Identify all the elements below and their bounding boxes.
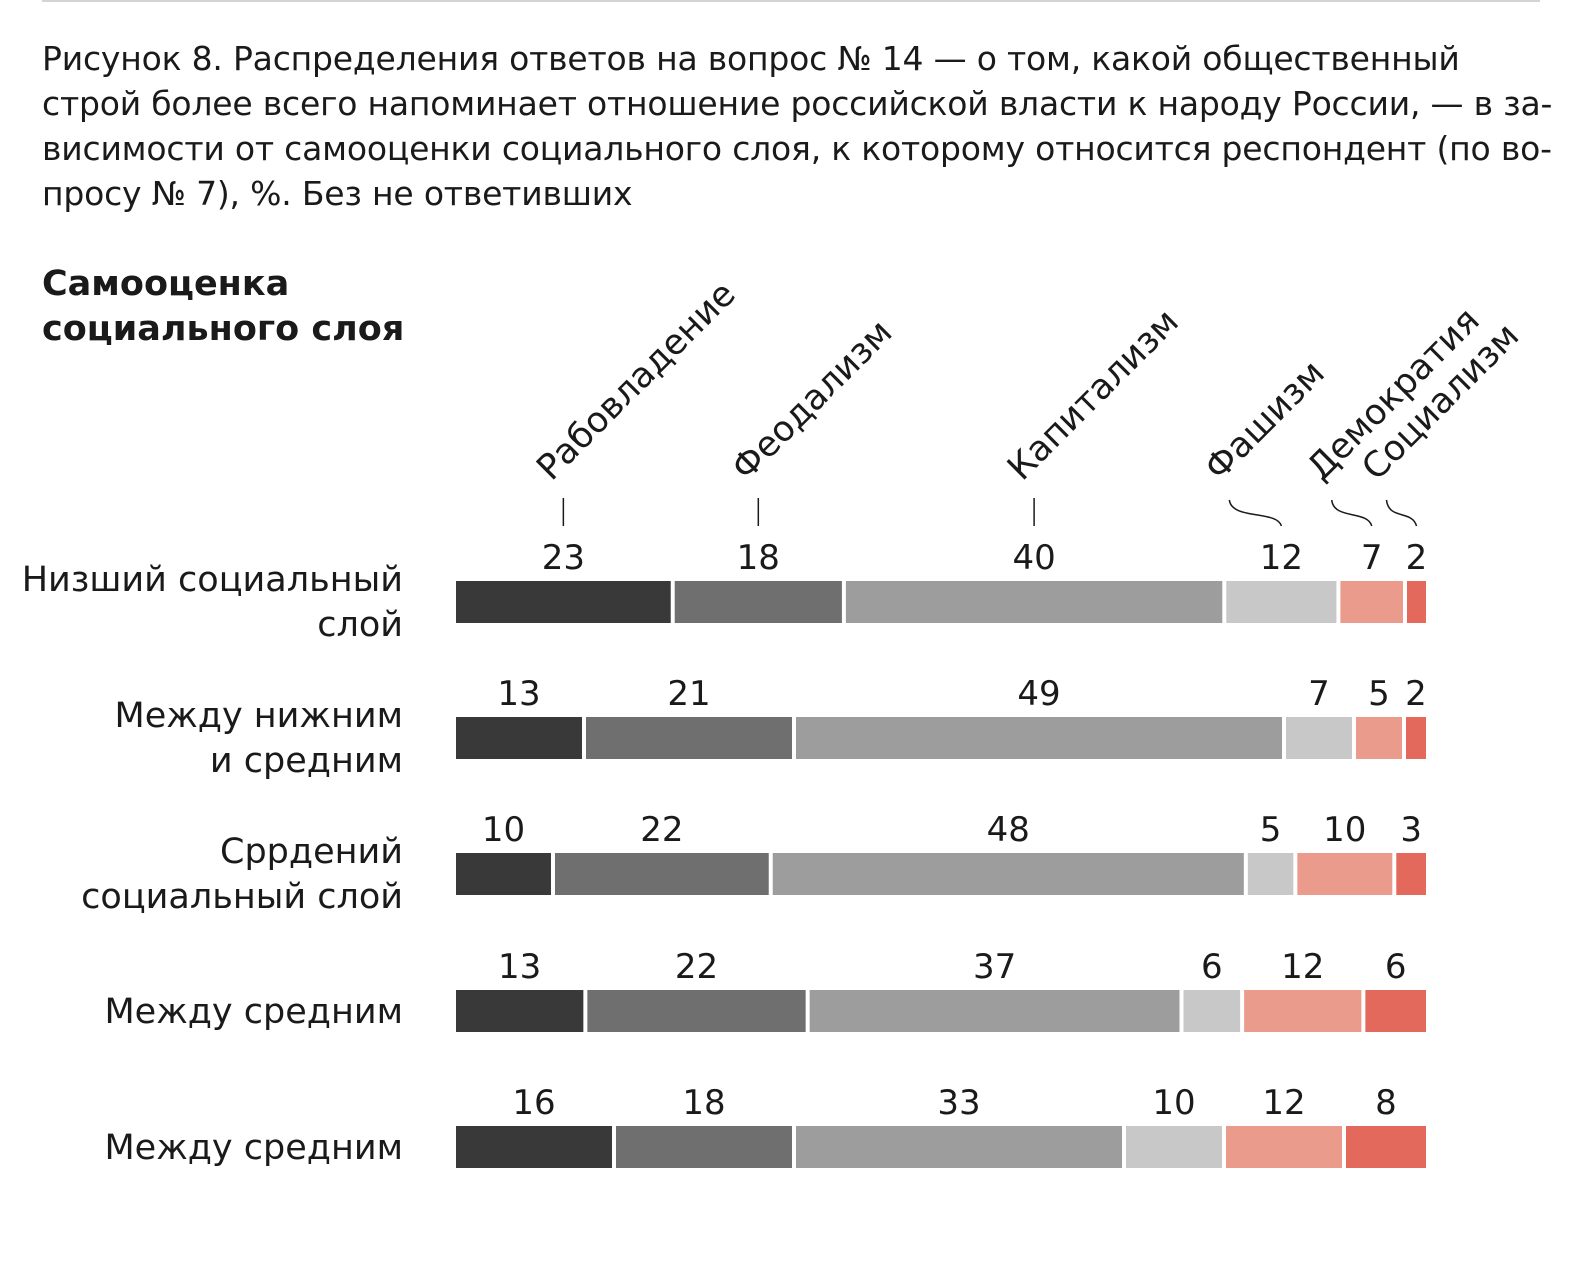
bar-segment [1346, 1126, 1426, 1168]
data-label: 37 [973, 947, 1016, 987]
bar-segment [456, 717, 582, 759]
bar-segment [586, 717, 792, 759]
bar-segment [809, 990, 1180, 1032]
data-label: 18 [682, 1083, 725, 1123]
row-category-label-line: Между средним [104, 1128, 403, 1168]
bar-segment [616, 1126, 792, 1168]
data-label: 10 [1323, 810, 1366, 850]
bar-segment [456, 581, 671, 623]
data-label: 10 [1152, 1083, 1195, 1123]
row-axis-title-line: Самооценка [42, 264, 290, 304]
data-label: 3 [1400, 810, 1422, 850]
row-category-label-line: социальный слой [81, 877, 403, 917]
data-label: 13 [497, 674, 540, 714]
data-label: 5 [1260, 810, 1282, 850]
bar-segment [1365, 990, 1426, 1032]
bar-segment [1396, 853, 1426, 895]
data-label: 2 [1406, 538, 1428, 578]
caption-line: висимости от самооценки социального слоя… [42, 129, 1552, 168]
bar-segment [456, 1126, 612, 1168]
bar-segment [1247, 853, 1294, 895]
data-label: 21 [667, 674, 710, 714]
data-label: 7 [1308, 674, 1330, 714]
data-label: 6 [1385, 947, 1407, 987]
data-label: 48 [987, 810, 1030, 850]
figure-caption: Рисунок 8. Распределения ответов на вопр… [42, 36, 1553, 216]
data-label: 12 [1262, 1083, 1305, 1123]
row-axis-title: Самооценка социального слоя [42, 262, 404, 352]
bar-segment [1406, 581, 1426, 623]
row-category-label-line: Между средним [104, 992, 403, 1032]
bar-segment [796, 717, 1282, 759]
bar-segment [456, 990, 584, 1032]
series-legend-label: Феодализм [724, 312, 900, 488]
data-label: 13 [498, 947, 541, 987]
data-label: 7 [1361, 538, 1383, 578]
row-category-label-line: Между нижним [115, 696, 404, 736]
bar-segment [1286, 717, 1352, 759]
bar-segment [1226, 581, 1337, 623]
legend-leader-line [1228, 499, 1283, 527]
data-label: 6 [1201, 947, 1223, 987]
bar-segment [587, 990, 806, 1032]
data-label: 22 [640, 810, 683, 850]
row-category-label-line: слой [317, 605, 403, 645]
row-category-label: Между средним [104, 1128, 403, 1168]
bar-segment [1406, 717, 1426, 759]
series-legend-label: Капитализм [1000, 302, 1187, 489]
data-label: 40 [1012, 538, 1055, 578]
data-label: 16 [512, 1083, 555, 1123]
bar-segment [674, 581, 842, 623]
data-label: 5 [1368, 674, 1390, 714]
bar-segment [1183, 990, 1241, 1032]
row-category-label: Сррдений социальный слой [81, 832, 403, 917]
legend-leader-line [1330, 499, 1373, 527]
data-label: 23 [542, 538, 585, 578]
data-label: 18 [737, 538, 780, 578]
bar-segment [1340, 581, 1403, 623]
row-category-label: Между средним [104, 992, 403, 1032]
top-rule [42, 0, 1540, 2]
data-label: 33 [937, 1083, 980, 1123]
data-label: 8 [1375, 1083, 1397, 1123]
data-label: 12 [1260, 538, 1303, 578]
data-label: 49 [1017, 674, 1060, 714]
bar-segment [1356, 717, 1402, 759]
data-label: 22 [675, 947, 718, 987]
row-category-label-line: Низший социальный [22, 560, 403, 600]
row-category-label-line: Сррдений [220, 832, 403, 872]
bar-segment [1126, 1126, 1222, 1168]
bar-segment [554, 853, 769, 895]
bar-segment [1297, 853, 1393, 895]
caption-line: просу № 7), %. Без не ответивших [42, 174, 633, 213]
data-label: 10 [482, 810, 525, 850]
bar-segment [772, 853, 1244, 895]
bar-segment [1244, 990, 1362, 1032]
row-axis-title-line: социального слоя [42, 309, 405, 349]
caption-line: Рисунок 8. Распределения ответов на вопр… [42, 39, 1460, 78]
data-label: 12 [1281, 947, 1324, 987]
bar-segment [456, 853, 551, 895]
row-category-label-line: и средним [210, 741, 403, 781]
series-legend-label: Рабовладение [529, 274, 743, 488]
bar-segment [845, 581, 1223, 623]
row-category-label: Низший социальный слой [22, 560, 403, 645]
data-label: 2 [1405, 674, 1427, 714]
legend-leader-line [1385, 499, 1418, 527]
bar-segment [1226, 1126, 1342, 1168]
caption-line: строй более всего напоминает отношение р… [42, 84, 1553, 123]
row-category-label: Между нижним и средним [115, 696, 404, 781]
bar-segment [796, 1126, 1122, 1168]
